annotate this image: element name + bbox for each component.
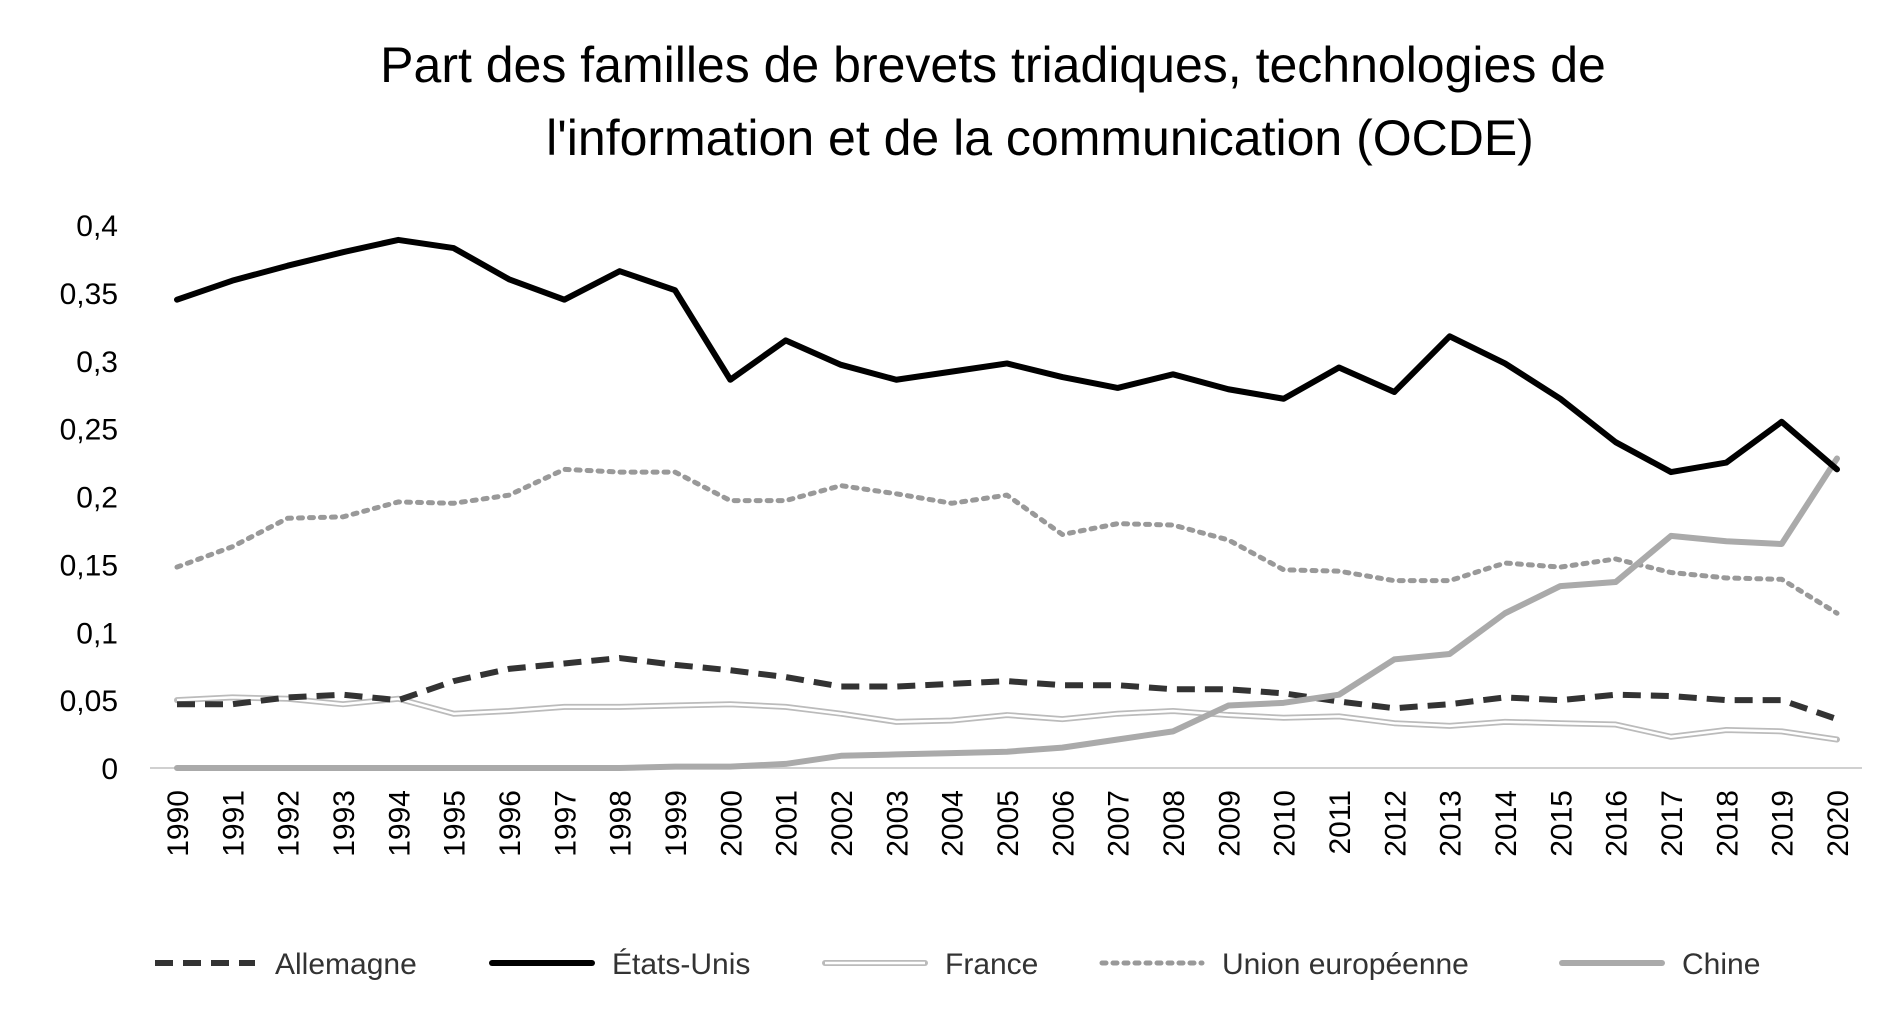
x-tick-label: 2003: [881, 790, 914, 857]
x-tick-label: 2000: [715, 790, 748, 857]
x-tick-label: 2013: [1435, 790, 1468, 857]
x-tick-label: 2015: [1545, 790, 1578, 857]
x-tick-label: 2009: [1213, 790, 1246, 857]
y-tick-label: 0,35: [60, 278, 118, 311]
x-tick-label: 1998: [605, 790, 638, 857]
chart-title-line-2: l'information et de la communication (OC…: [546, 110, 1534, 166]
series-line-chine: [174, 455, 1840, 771]
x-tick-label: 2008: [1158, 790, 1191, 857]
y-tick-label: 0,3: [76, 346, 118, 379]
x-tick-label: 1996: [494, 790, 527, 857]
x-tick-label: 2012: [1379, 790, 1412, 857]
y-tick-label: 0,1: [76, 617, 118, 650]
y-tick-label: 0,2: [76, 482, 118, 515]
x-tick-label: 2020: [1822, 790, 1855, 857]
series-line-union-europeenne: [174, 466, 1840, 616]
legend-item-chine: Chine: [1559, 948, 1760, 981]
x-tick-label: 2002: [826, 790, 859, 857]
y-tick-label: 0,15: [60, 549, 118, 582]
legend-item-france: France: [822, 948, 1038, 981]
x-tick-label: 2011: [1324, 790, 1357, 855]
x-tick-label: 1997: [549, 790, 582, 857]
legend-label: Allemagne: [275, 948, 417, 981]
x-tick-label: 1995: [439, 790, 472, 857]
series-line-etats-unis: [174, 236, 1840, 476]
y-tick-label: 0,25: [60, 414, 118, 447]
x-tick-label: 1999: [660, 790, 693, 857]
x-tick-label: 2001: [771, 790, 804, 857]
legend-label: Chine: [1682, 948, 1760, 981]
x-tick-label: 1991: [217, 790, 250, 857]
legend-item-allemagne: Allemagne: [155, 948, 417, 981]
legend-label: États-Unis: [612, 948, 750, 981]
legend-label: France: [945, 948, 1038, 981]
y-tick-label: 0: [101, 753, 118, 786]
legend-item-etats-unis: États-Unis: [489, 948, 750, 981]
y-tick-label: 0,05: [60, 685, 118, 718]
legend-item-union-europeenne: Union européenne: [1099, 948, 1469, 981]
series-line-inner-france: [176, 696, 1838, 741]
x-tick-label: 2018: [1711, 790, 1744, 857]
series-line-allemagne: [177, 655, 1838, 722]
legend-label: Union européenne: [1222, 948, 1469, 981]
x-tick-label: 1990: [162, 790, 195, 857]
x-tick-label: 2006: [1047, 790, 1080, 857]
series-line-france: [174, 694, 1840, 743]
chart-title-line-1: Part des familles de brevets triadiques,…: [380, 37, 1606, 93]
y-tick-label: 0,4: [76, 210, 118, 243]
x-tick-label: 2004: [937, 790, 970, 857]
x-tick-label: 1994: [383, 790, 416, 857]
x-tick-label: 2007: [1103, 790, 1136, 857]
x-tick-label: 2016: [1601, 790, 1634, 857]
x-tick-label: 2019: [1767, 790, 1800, 857]
x-tick-label: 2005: [992, 790, 1025, 857]
x-tick-label: 2017: [1656, 790, 1689, 857]
x-tick-label: 2014: [1490, 790, 1523, 857]
x-tick-label: 1992: [273, 790, 306, 857]
x-tick-label: 2010: [1269, 790, 1302, 857]
x-tick-label: 1993: [328, 790, 361, 857]
